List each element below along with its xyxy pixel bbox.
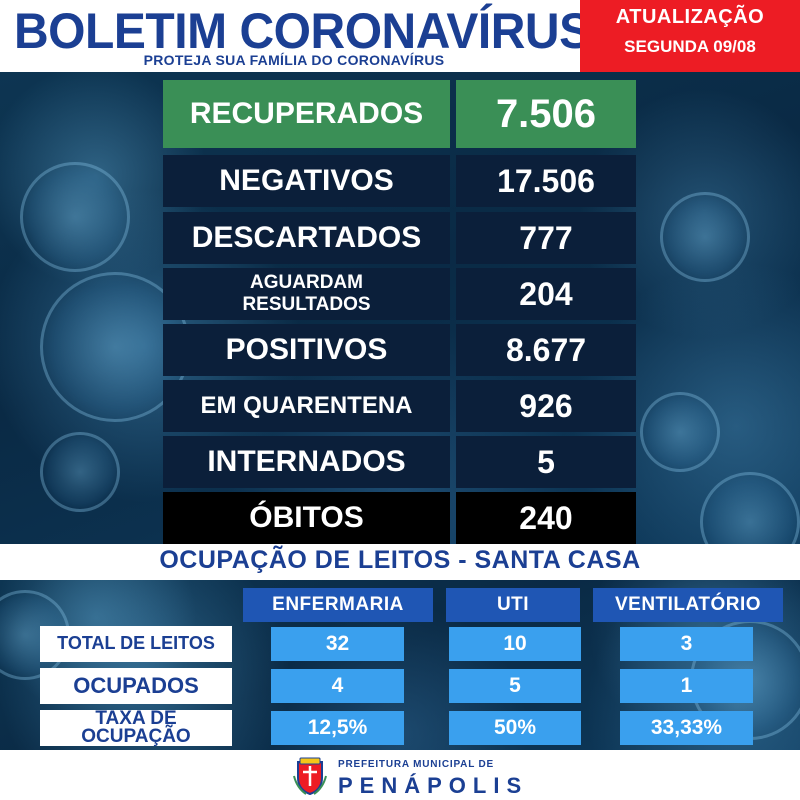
stat-label-positivos: POSITIVOS [163, 324, 450, 376]
virus-particle-icon [40, 432, 120, 512]
row-header-line: TAXA DE [95, 707, 177, 729]
stat-value-negativos: 17.506 [456, 155, 636, 207]
beds-cell: 3 [620, 627, 753, 661]
column-header-uti: UTI [446, 588, 580, 622]
beds-cell: 33,33% [620, 711, 753, 745]
beds-cell: 32 [271, 627, 404, 661]
virus-particle-icon [20, 162, 130, 272]
footer [0, 750, 800, 800]
update-label: ATUALIZAÇÃO [615, 6, 765, 28]
beds-cell: 12,5% [271, 711, 404, 745]
beds-cell: 10 [449, 627, 581, 661]
row-header-taxa-de-ocupacao: TAXA DE OCUPAÇÃO [40, 707, 232, 747]
stat-label-obitos: ÓBITOS [163, 492, 450, 544]
stat-label-em-quarentena: EM QUARENTENA [163, 380, 450, 432]
stat-value-positivos: 8.677 [456, 324, 636, 376]
header: BOLETIM CORONAVÍRUS PROTEJA SUA FAMÍLIA … [0, 0, 800, 72]
update-badge: ATUALIZAÇÃO SEGUNDA 09/08 [580, 0, 800, 72]
stat-value-aguardam-resultados: 204 [456, 268, 636, 320]
stat-label-internados: INTERNADOS [163, 436, 450, 488]
page-subtitle: PROTEJA SUA FAMÍLIA DO CORONAVÍRUS [143, 52, 445, 68]
stat-value-internados: 5 [456, 436, 636, 488]
row-header-total-de-leitos: TOTAL DE LEITOS [40, 626, 232, 662]
stat-label-line: AGUARDAM [250, 272, 363, 294]
beds-cell: 4 [271, 669, 404, 703]
stat-value-recuperados: 7.506 [456, 80, 636, 148]
section-bar [0, 544, 800, 580]
column-header-ventilatorio: VENTILATÓRIO [593, 588, 783, 622]
stat-label-descartados: DESCARTADOS [163, 212, 450, 264]
footer-org-label: PREFEITURA MUNICIPAL DE [338, 759, 494, 770]
row-header-ocupados: OCUPADOS [40, 668, 232, 704]
beds-cell: 50% [449, 711, 581, 745]
stat-value-descartados: 777 [456, 212, 636, 264]
stat-value-obitos: 240 [456, 492, 636, 544]
column-header-enfermaria: ENFERMARIA [243, 588, 433, 622]
beds-cell: 5 [449, 669, 581, 703]
virus-particle-icon [660, 192, 750, 282]
virus-particle-icon [640, 392, 720, 472]
stat-value-em-quarentena: 926 [456, 380, 636, 432]
city-crest-icon [293, 757, 327, 796]
footer-city-name: PENÁPOLIS [338, 773, 529, 798]
update-date: SEGUNDA 09/08 [624, 37, 756, 56]
stat-label-line: RESULTADOS [242, 294, 371, 315]
stat-label-aguardam-resultados: AGUARDAM RESULTADOS [163, 268, 450, 320]
beds-cell: 1 [620, 669, 753, 703]
row-header-line: OCUPAÇÃO [81, 726, 191, 747]
stat-label-negativos: NEGATIVOS [163, 155, 450, 207]
page-title: BOLETIM CORONAVÍRUS [14, 3, 591, 59]
stat-label-recuperados: RECUPERADOS [163, 80, 450, 148]
beds-section-title: OCUPAÇÃO DE LEITOS - SANTA CASA [159, 546, 641, 574]
